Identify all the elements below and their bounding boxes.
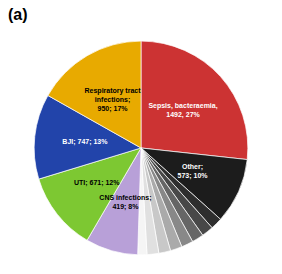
svg-text:UTI; 671; 12%: UTI; 671; 12% (74, 179, 120, 187)
svg-text:BJI; 747; 13%: BJI; 747; 13% (62, 138, 108, 146)
svg-text:950; 17%: 950; 17% (98, 105, 129, 113)
svg-text:Sepsis, bacteraemia,: Sepsis, bacteraemia, (148, 102, 217, 110)
svg-text:infections;: infections; (95, 96, 130, 104)
svg-text:573; 10%: 573; 10% (178, 172, 209, 180)
svg-text:(a): (a) (8, 6, 28, 23)
svg-text:1492, 27%: 1492, 27% (166, 111, 200, 119)
svg-text:419; 8%: 419; 8% (112, 203, 139, 211)
svg-text:Other;: Other; (182, 163, 203, 171)
svg-text:Respiratory tract: Respiratory tract (85, 87, 142, 95)
svg-text:CNS infections;: CNS infections; (99, 194, 151, 202)
